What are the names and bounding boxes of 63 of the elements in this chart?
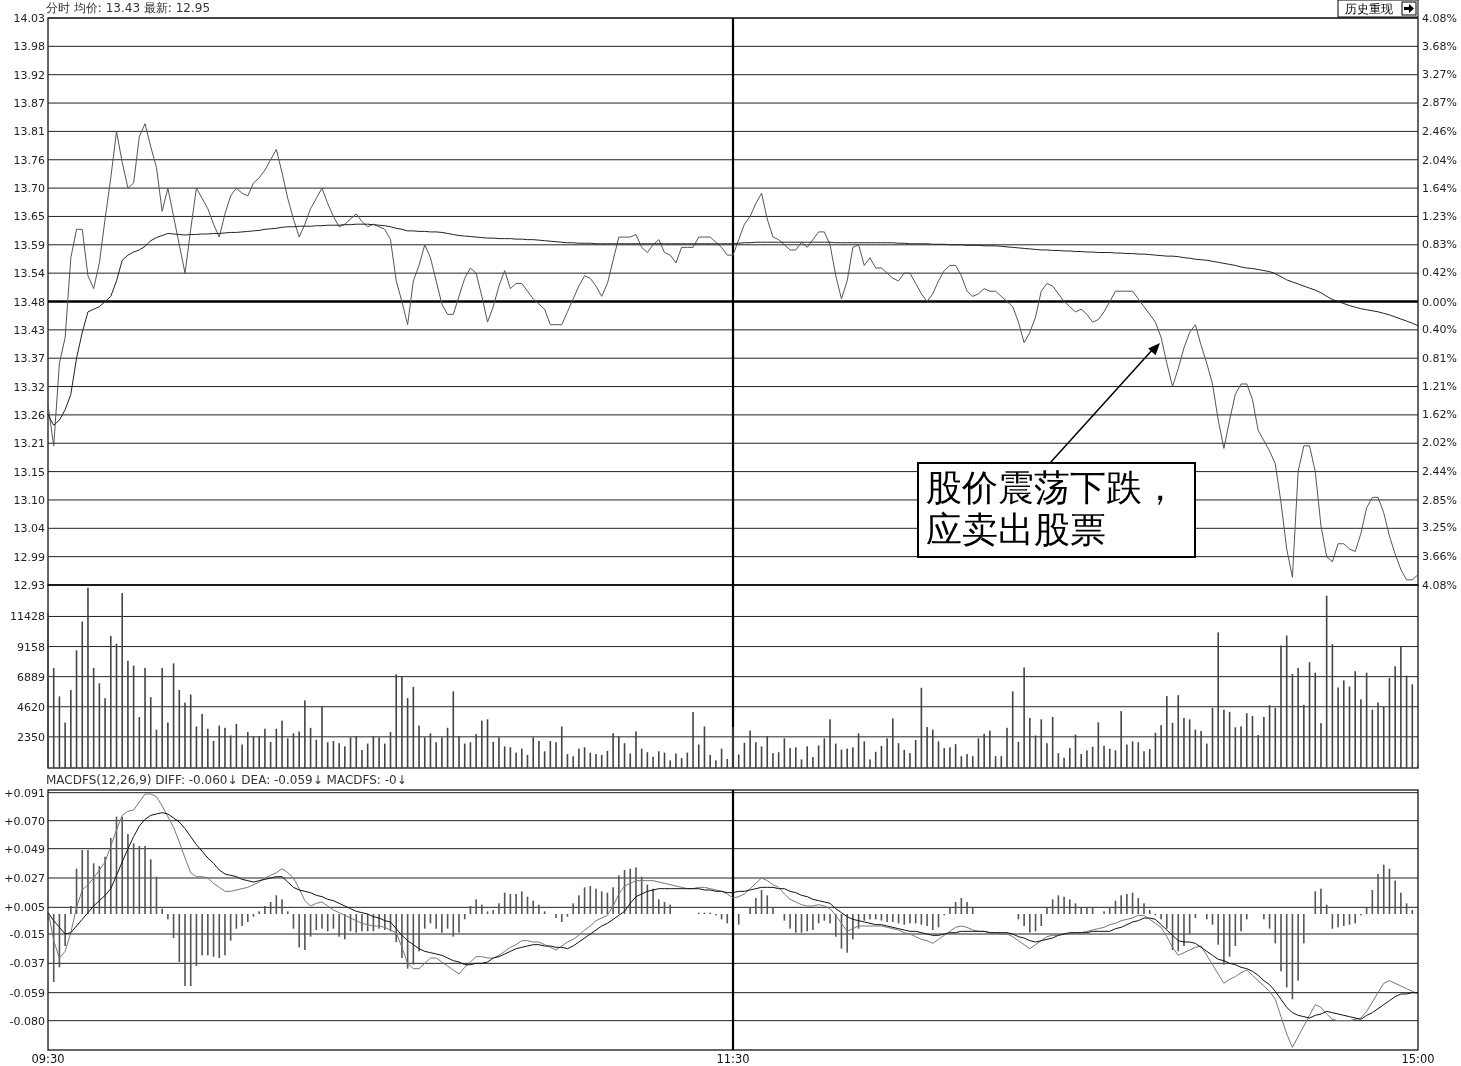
y-tick-label: +0.091	[4, 786, 45, 800]
y2-tick-label: 1.23%	[1422, 210, 1457, 224]
y-tick-label: 13.26	[13, 408, 45, 422]
y-tick-label: 13.15	[13, 465, 45, 479]
y-tick-label: 13.76	[13, 153, 45, 167]
y-tick-label: 11428	[10, 610, 45, 624]
y-tick-label: 13.87	[13, 97, 45, 111]
text: 历史重现	[1345, 2, 1393, 16]
annotation: 股价震荡下跌，应卖出股票	[926, 467, 1179, 551]
y2-tick-label: 2.87%	[1422, 96, 1457, 110]
y-tick-label: 13.54	[13, 267, 45, 281]
x-tick-label: 09:30	[31, 1052, 65, 1066]
y-tick-label: 13.21	[13, 437, 45, 451]
y2-tick-label: 2.85%	[1422, 493, 1457, 507]
y-tick-label: 13.32	[13, 380, 45, 394]
y-tick-label: +0.027	[4, 872, 45, 885]
y-tick-label: +0.070	[4, 814, 45, 828]
y-tick-label: 2350	[17, 730, 45, 744]
y-tick-label: 12.99	[13, 550, 45, 564]
y2-tick-label: 0.81%	[1422, 351, 1457, 365]
y-tick-label: 13.65	[13, 210, 45, 224]
y2-tick-label: 0.42%	[1422, 266, 1457, 280]
y-tick-label: +0.049	[4, 842, 45, 856]
y-tick-label: -0.059	[9, 986, 45, 1000]
y2-tick-label: 0.00%	[1422, 295, 1457, 309]
y-tick-label: 13.04	[13, 522, 45, 536]
y2-tick-label: 2.46%	[1422, 124, 1457, 138]
y2-tick-label: 1.64%	[1422, 181, 1457, 195]
y-tick-label: 9158	[17, 640, 45, 654]
y-tick-label: 13.43	[13, 323, 45, 337]
y-tick-label: 6889	[17, 670, 45, 684]
y-tick-label: 13.37	[13, 352, 45, 366]
y-tick-label: 14.03	[13, 12, 45, 25]
y2-tick-label: 3.66%	[1422, 549, 1457, 563]
y-tick-label: 13.81	[13, 125, 45, 139]
y2-tick-label: 3.68%	[1422, 39, 1457, 53]
y2-tick-label: 3.25%	[1422, 521, 1457, 535]
y2-tick-label: 2.04%	[1422, 153, 1457, 167]
y-tick-label: 4620	[17, 700, 45, 714]
chart-title: MACDFS(12,26,9) DIFF: -0.060↓ DEA: -0.059↓ MACDFS: -0↓	[46, 773, 407, 787]
y2-tick-label: 2.44%	[1422, 465, 1457, 479]
y-tick-label: -0.015	[9, 928, 45, 941]
y2-tick-label: 2.02%	[1422, 435, 1457, 449]
y2-tick-label: 4.08%	[1422, 579, 1457, 592]
x-tick-label: 15:00	[1401, 1052, 1435, 1066]
y2-tick-label: 1.21%	[1422, 379, 1457, 393]
y-tick-label: 13.92	[13, 68, 45, 82]
y2-tick-label: 1.62%	[1422, 408, 1457, 422]
x-tick-label: 11:30	[716, 1052, 750, 1066]
y-tick-label: +0.005	[4, 901, 45, 915]
y-tick-label: 13.10	[13, 493, 45, 507]
y2-tick-label: 3.27%	[1422, 68, 1457, 82]
y-tick-label: 13.48	[13, 295, 45, 309]
chart-title: 分时 均价: 13.43 最新: 12.95	[46, 1, 211, 15]
y-tick-label: 12.93	[13, 579, 45, 592]
y2-tick-label: 4.08%	[1422, 12, 1457, 25]
y-tick-label: -0.037	[9, 957, 45, 971]
y-tick-label: 13.70	[13, 182, 45, 196]
y-tick-label: 13.98	[13, 40, 45, 54]
y-tick-label: -0.080	[9, 1014, 45, 1028]
y2-tick-label: 0.40%	[1422, 323, 1457, 337]
y2-tick-label: 0.83%	[1422, 237, 1457, 251]
y-tick-label: 13.59	[13, 238, 45, 252]
